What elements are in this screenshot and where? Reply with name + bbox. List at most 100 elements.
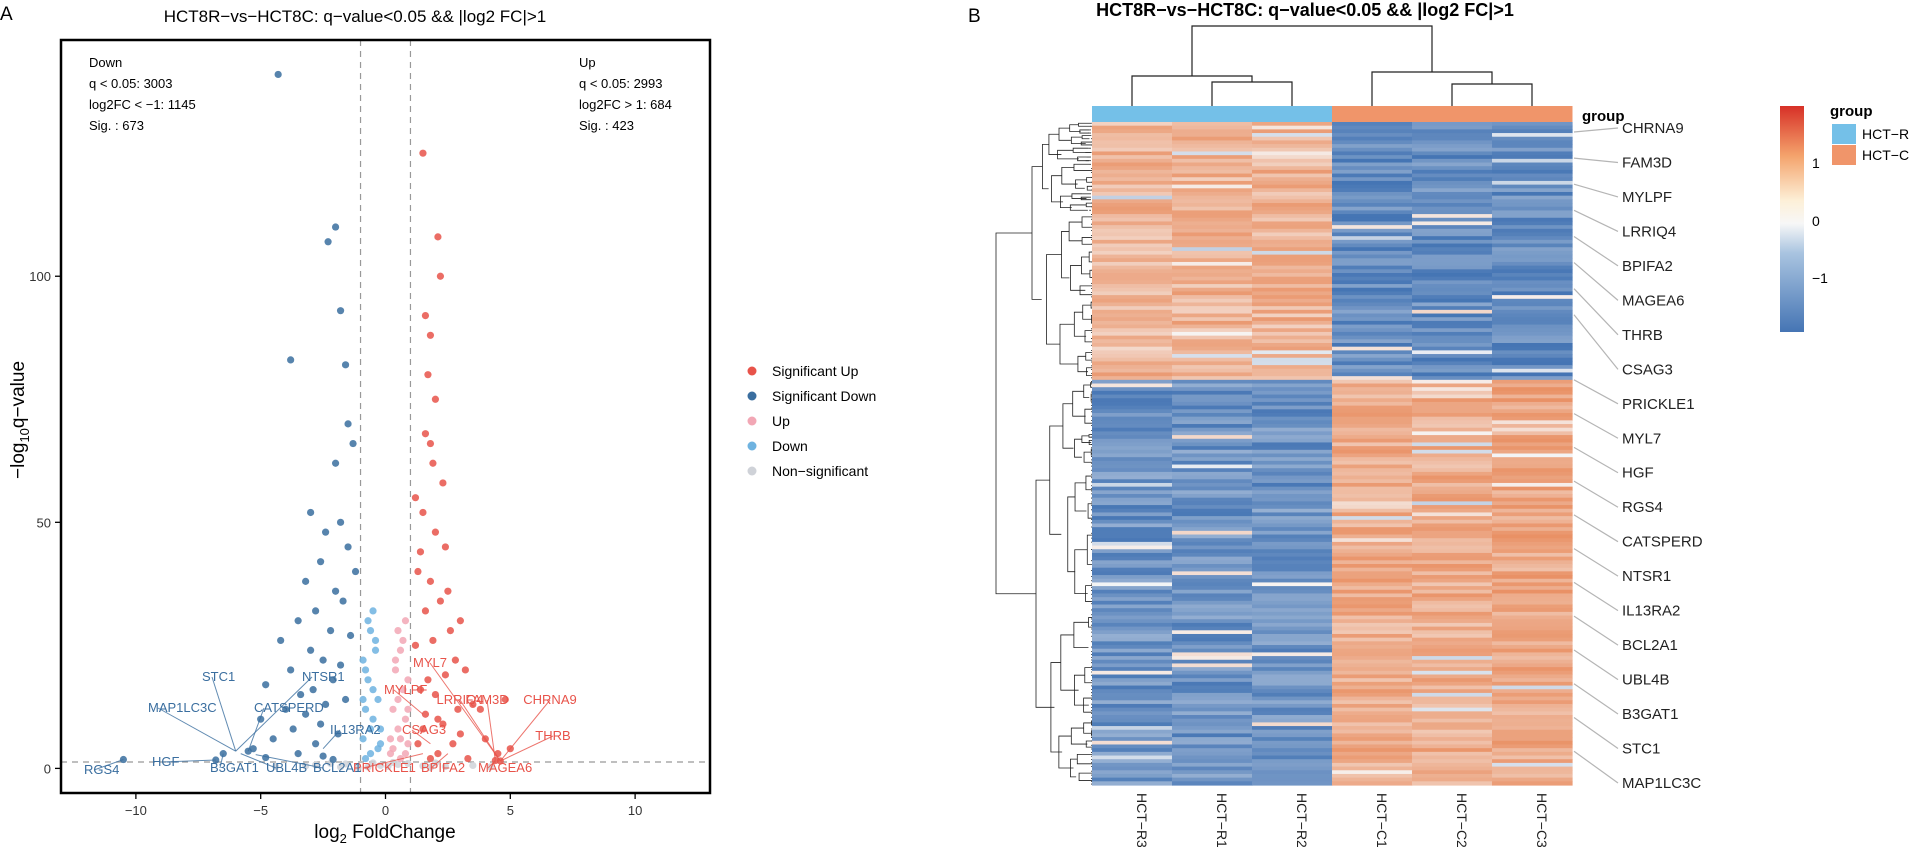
heatmap-cell	[1332, 479, 1413, 484]
heatmap-cell	[1172, 324, 1253, 329]
heatmap-cell	[1252, 560, 1333, 565]
heatmap-cell	[1412, 556, 1493, 561]
heatmap-cell	[1172, 125, 1253, 130]
heatmap-cell	[1492, 147, 1573, 153]
volcano-plot-border	[59, 38, 712, 795]
data-point	[436, 597, 445, 605]
heatmap-cell	[1332, 552, 1413, 558]
heatmap-cell	[1252, 696, 1333, 701]
gene-label: CHRNA9	[1622, 120, 1684, 137]
heatmap-cell	[1332, 291, 1413, 296]
heatmap-cell	[1172, 361, 1253, 366]
data-point	[419, 149, 427, 157]
legend-swatch-down	[747, 441, 757, 451]
heatmap-cell	[1092, 718, 1173, 723]
heatmap-cell	[1412, 781, 1493, 786]
series-significant-down	[119, 70, 360, 764]
heatmap-cell	[1092, 737, 1173, 742]
annotation-label: BCL2A1	[313, 760, 361, 775]
heatmap-cell	[1332, 162, 1413, 167]
heatmap-cell	[1252, 593, 1333, 598]
heatmap-cell	[1492, 276, 1573, 281]
heatmap-cell	[1412, 530, 1493, 536]
heatmap-cell	[1332, 759, 1413, 764]
heatmap-cell	[1492, 582, 1573, 587]
heatmap-cell	[1092, 494, 1173, 499]
data-point	[429, 459, 437, 467]
heatmap-cell	[1332, 762, 1413, 768]
heatmap-cell	[1252, 346, 1333, 351]
gene-label-leader	[1573, 446, 1619, 474]
annotation-leader	[429, 662, 501, 762]
heatmap-cell	[1492, 225, 1573, 230]
heatmap-cell	[1492, 446, 1573, 451]
heatmap-cell	[1252, 203, 1333, 208]
heatmap-cell	[1172, 398, 1253, 403]
heatmap-cell	[1172, 567, 1253, 572]
heatmap-cell	[1092, 608, 1173, 613]
heatmap-cell	[1412, 291, 1493, 296]
dendrogram-branch	[1074, 438, 1082, 458]
data-point	[404, 740, 412, 748]
heatmap-cell	[1492, 674, 1573, 679]
annotation-leader	[322, 729, 341, 750]
data-point	[277, 636, 285, 645]
heatmap-cell	[1172, 678, 1253, 683]
heatmap-cell	[1172, 645, 1253, 650]
heatmap-cell	[1092, 729, 1173, 735]
group-annotation-bar	[1092, 106, 1573, 122]
heatmap-cell	[1092, 387, 1173, 392]
heatmap-cell	[1092, 250, 1173, 256]
heatmap-cell	[1412, 151, 1493, 156]
heatmap-cell	[1172, 670, 1253, 676]
data-point	[331, 587, 340, 595]
heatmap-cell	[1492, 177, 1573, 182]
heatmap-cell	[1172, 737, 1253, 742]
heatmap-cell	[1172, 608, 1253, 613]
x-tick-label: −10	[125, 803, 147, 818]
heatmap-cell	[1172, 564, 1253, 569]
heatmap-cell	[1412, 659, 1493, 665]
data-point	[441, 762, 450, 771]
heatmap-cell	[1492, 530, 1573, 536]
heatmap-cell	[1412, 368, 1493, 374]
data-point	[369, 715, 377, 723]
heatmap-cell	[1412, 457, 1493, 462]
heatmap-cell	[1252, 538, 1333, 543]
heatmap-cell	[1492, 567, 1573, 572]
heatmap-cell	[1252, 269, 1333, 274]
heatmap-cell	[1172, 597, 1253, 602]
heatmap-cell	[1172, 534, 1253, 539]
heatmap-cell	[1412, 604, 1493, 609]
heatmap-cell	[1092, 144, 1173, 149]
data-point	[426, 331, 435, 339]
heatmap-cell	[1412, 431, 1493, 436]
heatmap-cell	[1092, 435, 1173, 440]
gene-label: FAM3D	[1622, 154, 1672, 171]
heatmap-cell	[1092, 295, 1173, 300]
heatmap-cell	[1172, 604, 1253, 609]
heatmap-cell	[1332, 556, 1413, 561]
heatmap-cell	[1492, 206, 1573, 211]
heatmap-cell	[1332, 140, 1413, 145]
heatmap-cell	[1332, 663, 1413, 668]
heatmap-cell	[1252, 508, 1333, 514]
heatmap-cell	[1252, 180, 1333, 186]
heatmap-cell	[1412, 280, 1493, 285]
heatmap-cell	[1332, 630, 1413, 635]
data-point	[416, 686, 425, 694]
heatmap-cell	[1252, 166, 1333, 171]
heatmap-cell	[1252, 770, 1333, 775]
heatmap-cell	[1332, 751, 1413, 757]
heatmap-cell	[1092, 225, 1173, 230]
heatmap-cell	[1092, 188, 1173, 193]
heatmap-cell	[1492, 777, 1573, 782]
heatmap-cell	[1492, 482, 1573, 488]
heatmap-cell	[1092, 180, 1173, 186]
heatmap-cell	[1412, 486, 1493, 491]
heatmap-cell	[1412, 133, 1493, 138]
heatmap-cell	[1092, 685, 1173, 690]
heatmap-cell	[1332, 435, 1413, 440]
data-point	[309, 686, 317, 694]
